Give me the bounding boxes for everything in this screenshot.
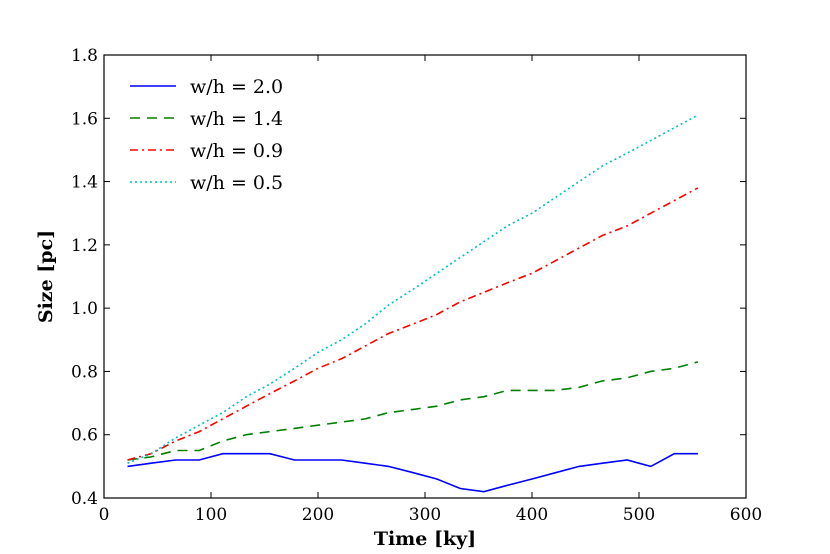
y-tick-label: 0.4 bbox=[71, 489, 98, 509]
y-tick-label: 1.4 bbox=[71, 173, 98, 193]
legend-label-1: w/h = 2.0 bbox=[190, 76, 283, 98]
legend-label-2: w/h = 1.4 bbox=[190, 108, 283, 130]
ticks-layer: 0 100 200 300 400 500 600 0.4 0.6 0.8 1.0 1.2 1.4 1.6… bbox=[71, 46, 762, 525]
x-tick-label: 0 bbox=[99, 505, 110, 525]
x-tick-label: 300 bbox=[409, 505, 441, 525]
x-tick-label: 500 bbox=[623, 505, 655, 525]
x-axis-label: Time [ky] bbox=[374, 528, 476, 550]
series-line-1 bbox=[127, 452, 698, 493]
series-layer bbox=[127, 114, 699, 493]
x-tick-label: 400 bbox=[516, 505, 548, 525]
series-line-4 bbox=[127, 114, 699, 464]
y-tick-label: 1.0 bbox=[71, 299, 98, 319]
x-tick-label: 100 bbox=[195, 505, 227, 525]
y-axis-label: Size [pc] bbox=[35, 230, 57, 323]
legend-label-4: w/h = 0.5 bbox=[190, 172, 283, 194]
legend-label-3: w/h = 0.9 bbox=[190, 140, 283, 162]
y-tick-label: 0.6 bbox=[71, 426, 98, 446]
series-line-3 bbox=[127, 187, 699, 461]
series-line-2 bbox=[127, 361, 699, 461]
y-tick-label: 0.8 bbox=[71, 362, 98, 382]
y-tick-label: 1.8 bbox=[71, 46, 98, 66]
x-tick-label: 600 bbox=[730, 505, 762, 525]
legend: w/h = 2.0 w/h = 1.4 w/h = 0.9 w/h = 0.5 bbox=[130, 76, 283, 194]
y-tick-label: 1.2 bbox=[71, 236, 98, 256]
y-tick-label: 1.6 bbox=[71, 109, 98, 129]
x-tick-label: 200 bbox=[302, 505, 334, 525]
